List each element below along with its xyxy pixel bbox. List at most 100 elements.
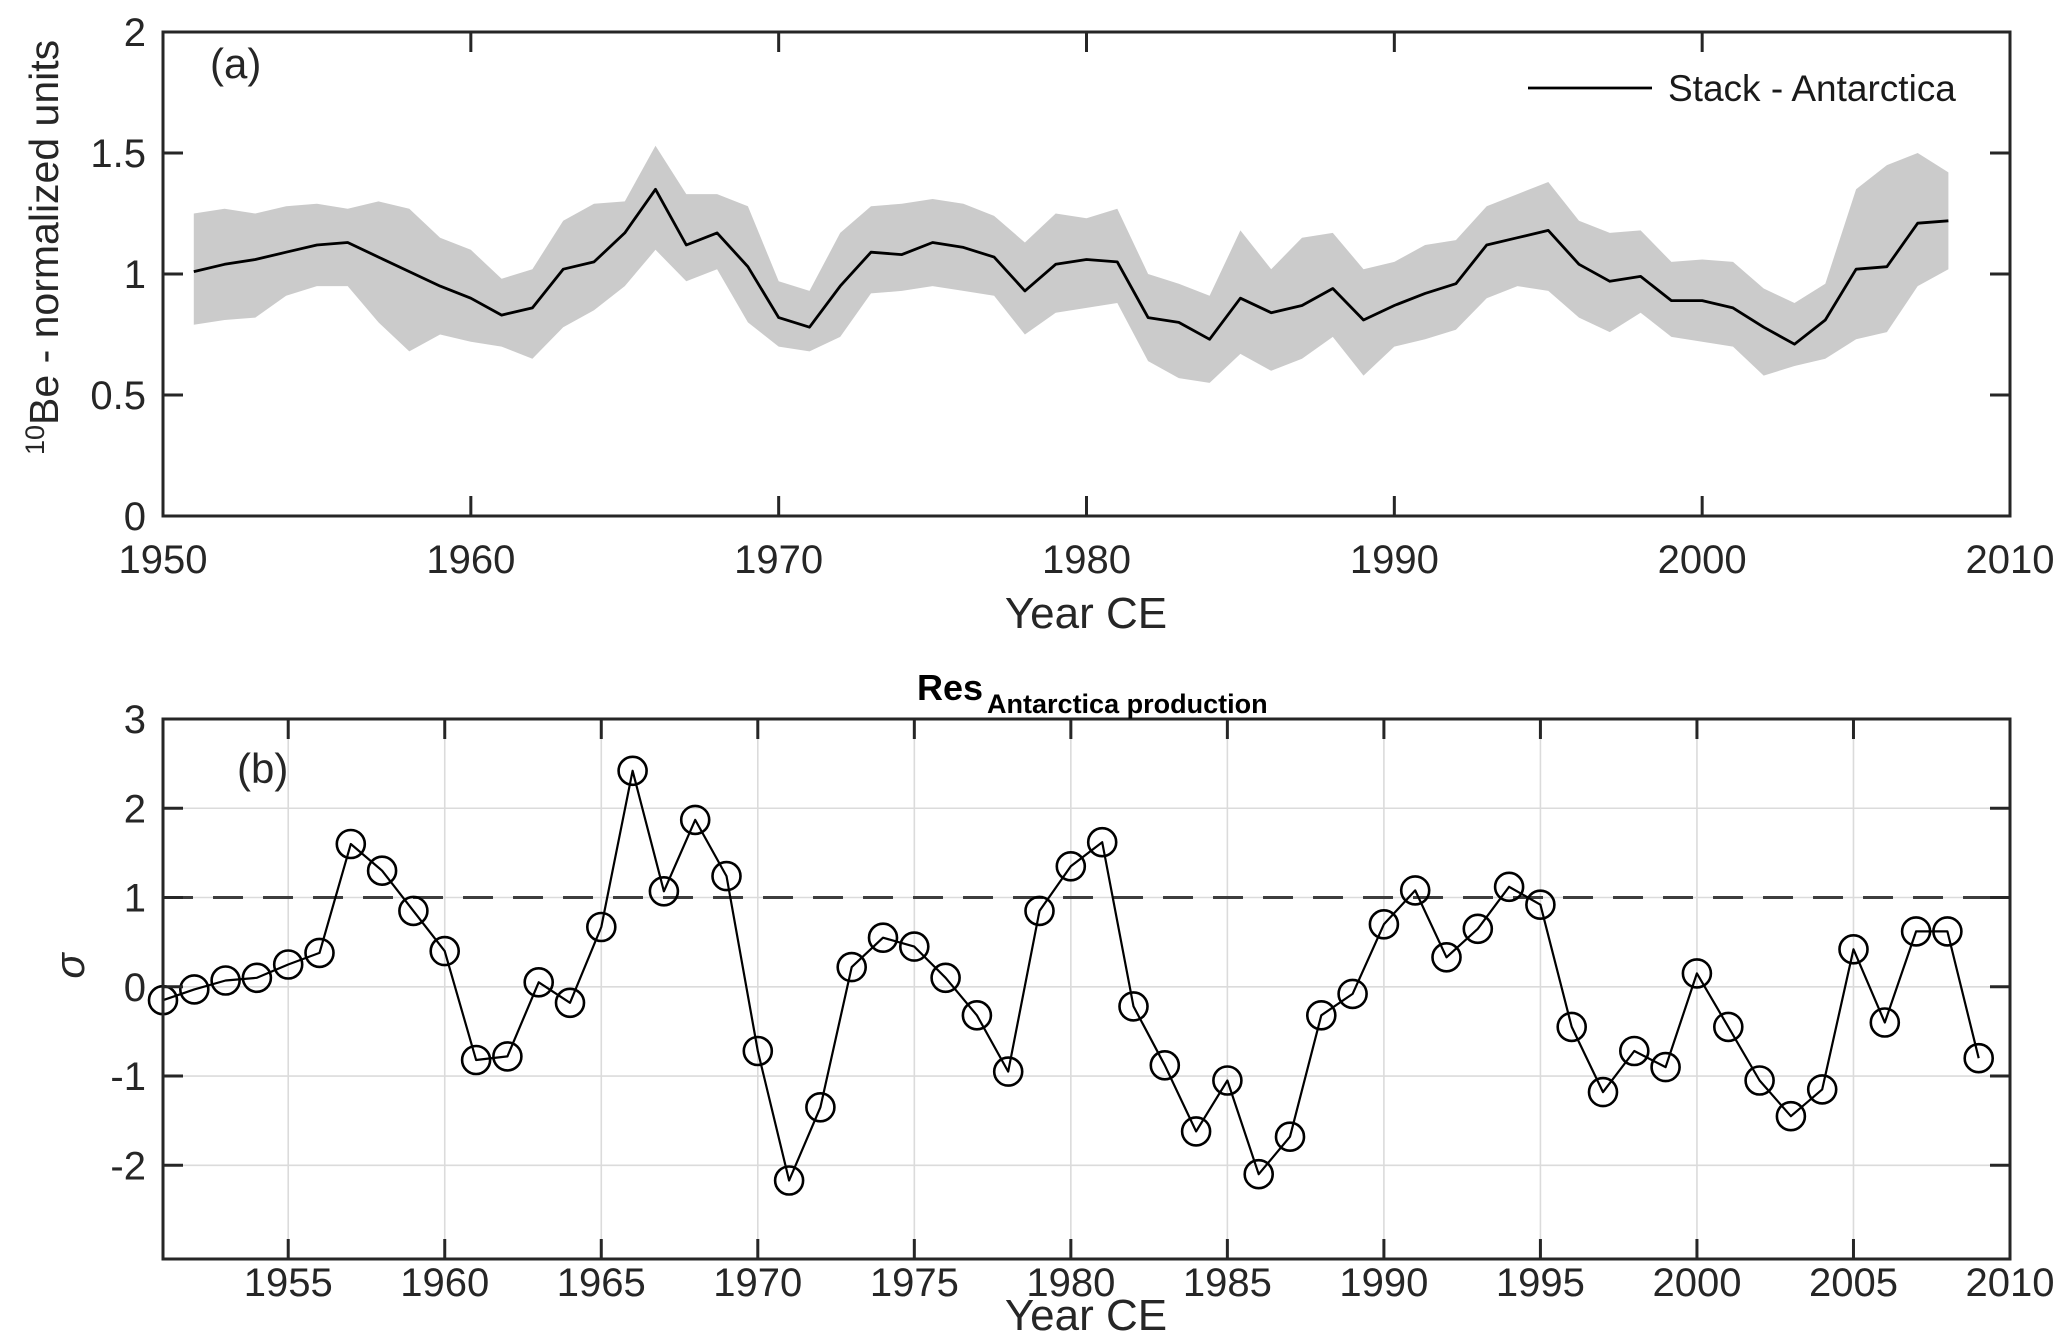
data-point-marker [398,895,429,927]
y-tick-label: 2 [124,11,146,55]
data-point-marker [1462,913,1494,945]
data-point-marker [1149,1050,1181,1081]
data-point-marker [1024,895,1055,927]
data-point-marker [773,1165,805,1196]
panel-a-letter: (a) [210,40,261,87]
title-main: Res [917,667,983,708]
x-tick-label: 1965 [557,1261,646,1305]
data-point-marker [648,875,680,907]
y-tick-label: 0 [124,495,146,539]
x-tick-label: 1960 [426,538,515,582]
y-tick-label: 2 [124,787,146,831]
x-tick-label: 2010 [1966,538,2055,582]
x-tick-label: 2005 [1809,1261,1898,1305]
data-point-marker [1869,1007,1901,1038]
residual-line [162,769,1980,1182]
x-tick-label: 1990 [1350,538,1439,582]
data-point-marker [1274,1121,1306,1152]
panel-b-plot-layer: 1955 1960 1965 1970 1975 1980 1985 1990 1995 2000… [110,698,2054,1305]
y-tick-label: 1.5 [90,132,146,176]
panel-b-title: Res Antarctica production [917,667,1268,719]
data-point-marker [335,828,367,860]
y-tick-label: 3 [124,698,146,742]
data-point-marker [1337,978,1368,1010]
data-point-marker [1306,999,1337,1031]
ylabel-text: Be - normalized units [21,40,67,425]
data-point-marker [1650,1051,1681,1083]
data-point-marker [711,860,742,892]
legend-label: Stack - Antarctica [1668,68,1956,109]
data-point-marker [1681,958,1713,989]
panel-b-xlabel: Year CE [1005,1291,1167,1340]
data-point-marker [898,931,930,962]
data-point-marker [1118,991,1149,1022]
data-point-marker [1838,933,1869,965]
data-point-marker [1963,1042,1994,1074]
data-point-marker [1806,1074,1838,1105]
data-point-marker [867,922,899,954]
data-point-marker [1619,1035,1650,1067]
panel-a-ylabel: 10Be - normalized units [20,40,67,455]
data-point-marker [1900,916,1932,947]
panel-a-plot-layer: 1950 1960 1970 1980 1990 2000 2010 0 0.5 1 1.5 2 [90,11,2054,582]
y-tick-label: 1 [124,253,146,297]
data-point-marker [679,804,711,836]
panel-b-letter: (b) [237,745,288,792]
data-point-marker [1744,1065,1775,1096]
data-point-marker [617,755,648,787]
data-point-marker [1243,1158,1274,1190]
data-point-marker [429,935,461,967]
panel-b-ylabel-sigma: σ [46,952,93,979]
x-tick-label: 1955 [244,1261,333,1305]
data-point-marker [992,1056,1024,1087]
data-point-marker [1055,850,1087,882]
x-tick-label: 1980 [1026,1261,1115,1305]
data-point-marker [1399,875,1431,906]
x-tick-label: 1960 [400,1261,489,1305]
data-point-marker [179,974,210,1005]
data-point-marker [554,987,586,1019]
data-point-marker [1493,871,1525,903]
y-tick-label: 0.5 [90,374,146,418]
x-tick-label: 2000 [1652,1261,1741,1305]
stack-antarctica-line [193,187,1949,346]
data-point-marker [1180,1116,1212,1147]
data-point-marker [1086,826,1118,858]
uncertainty-band [193,145,1949,383]
data-point-marker [1713,1011,1744,1043]
panel-a-xlabel: Year CE [1005,589,1167,638]
y-tick-label: 0 [124,966,146,1010]
axes-box [161,717,2012,1261]
x-tick-label: 1970 [713,1261,802,1305]
x-tick-label: 1980 [1042,538,1131,582]
title-subscript: Antarctica production [987,689,1268,719]
x-tick-label: 1985 [1183,1261,1272,1305]
data-point-marker [1932,916,1963,947]
data-point-marker [961,999,993,1031]
x-tick-label: 1975 [870,1261,959,1305]
y-tick-label: 1 [124,877,146,921]
x-tick-label: 1995 [1496,1261,1585,1305]
data-point-marker [1587,1076,1619,1108]
data-point-marker [930,962,961,994]
data-point-marker [805,1092,836,1123]
data-point-marker [742,1035,774,1067]
y-tick-label: -2 [110,1144,146,1188]
data-point-marker [272,949,304,980]
data-point-marker [1525,889,1556,921]
data-point-marker [460,1044,492,1076]
axes-box [161,30,2012,518]
data-point-marker [210,965,241,996]
data-point-marker [1212,1065,1243,1096]
ylabel-superscript: 10 [20,425,50,455]
data-point-marker [1556,1011,1587,1043]
x-tick-label: 1990 [1339,1261,1428,1305]
data-point-marker [523,966,555,998]
data-point-marker [366,855,398,887]
x-tick-label: 1950 [119,538,208,582]
data-point-marker [1775,1100,1807,1132]
x-tick-label: 1970 [734,538,823,582]
data-point-marker [1431,941,1462,973]
